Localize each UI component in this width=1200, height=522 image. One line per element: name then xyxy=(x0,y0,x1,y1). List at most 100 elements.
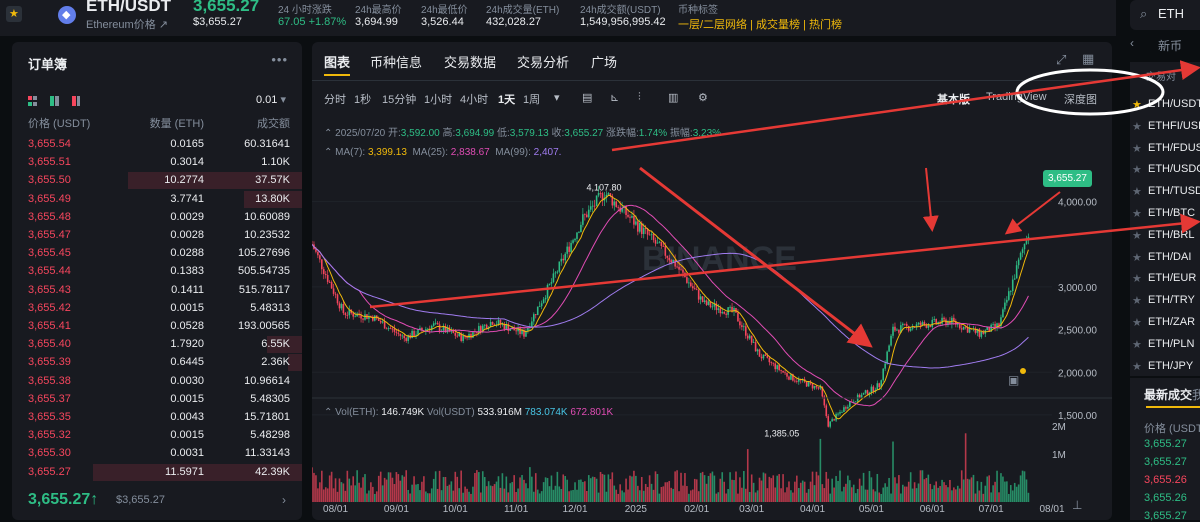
favorite-star-icon[interactable]: ★ xyxy=(1132,295,1142,308)
candle-body xyxy=(746,335,749,339)
more-options-icon[interactable]: ••• xyxy=(271,52,288,67)
price-chart[interactable]: BINANCE 4,107.801,385.05 4,000.003,000.0… xyxy=(312,112,1112,520)
favorite-star-icon[interactable]: ★ xyxy=(1132,142,1142,155)
ask-row[interactable]: 3,655.45 0.0288 105.27696 xyxy=(12,245,302,262)
favorite-star-icon[interactable]: ★ xyxy=(1132,208,1142,220)
volume-bar xyxy=(943,482,945,502)
favorite-star-icon[interactable]: ★ xyxy=(1132,120,1142,133)
candle-body xyxy=(915,324,918,328)
tab-scroll-left-icon[interactable]: ‹ xyxy=(1130,36,1134,50)
ask-row[interactable]: 3,655.40 1.7920 6.55K xyxy=(12,336,302,354)
chart-type-icon[interactable]: ⫶ xyxy=(638,91,641,103)
alert-icon[interactable]: ▣ xyxy=(1008,373,1020,387)
depth-bar xyxy=(128,172,302,190)
ask-row[interactable]: 3,655.38 0.0030 10.96614 xyxy=(12,373,302,390)
candle-settings-icon[interactable]: ▤ xyxy=(582,92,593,104)
view-both-icon[interactable] xyxy=(28,96,80,109)
favorite-star-icon[interactable]: ★ xyxy=(1132,186,1142,199)
tf-1d[interactable]: 1天 xyxy=(498,94,516,106)
settings-gear-icon[interactable]: ⚙ xyxy=(698,92,708,104)
ask-row[interactable]: 3,655.30 0.0031 11.33143 xyxy=(12,445,302,462)
tab-trade-analysis[interactable]: 交易分析 xyxy=(517,55,570,70)
fullscreen-icon[interactable]: ⤢ xyxy=(1056,52,1067,67)
chevron-right-icon[interactable]: › xyxy=(282,493,286,507)
scale-icon[interactable]: ⊥ xyxy=(1072,498,1083,512)
ask-row[interactable]: 3,655.43 0.1411 515.78117 xyxy=(12,282,302,299)
tf-time[interactable]: 分时 xyxy=(324,94,346,106)
ask-row[interactable]: 3,655.32 0.0015 5.48298 xyxy=(12,427,302,444)
favorite-star-icon[interactable]: ★ xyxy=(1132,317,1142,329)
ask-row[interactable]: 3,655.37 0.0015 5.48305 xyxy=(12,391,302,408)
candle-body xyxy=(554,272,557,274)
favorite-star-icon[interactable] xyxy=(6,6,22,22)
tf-1s[interactable]: 1秒 xyxy=(354,94,372,106)
volume-bar xyxy=(760,480,763,502)
coin-tags[interactable]: 一层/二层网络 | 成交量榜 | 热门榜 xyxy=(678,19,843,31)
volume-bar xyxy=(797,488,800,502)
pair-title[interactable]: ETH/USDT xyxy=(86,0,171,15)
volume-bar xyxy=(986,476,989,502)
ask-price: 3,655.35 xyxy=(28,411,71,423)
volume-bar xyxy=(493,484,496,502)
tab-square[interactable]: 广场 xyxy=(591,55,618,70)
ask-row[interactable]: 3,655.47 0.0028 10.23532 xyxy=(12,227,302,244)
layout-grid-icon[interactable]: ▦ xyxy=(1082,51,1095,66)
ask-row[interactable]: 3,655.42 0.0015 5.48313 xyxy=(12,300,302,317)
tf-4h[interactable]: 4小时 xyxy=(460,94,489,106)
search-input[interactable]: ETH xyxy=(1158,6,1184,21)
volume-bar xyxy=(951,490,953,502)
coin-subtitle[interactable]: Ethereum价格 ↗ xyxy=(86,19,168,31)
volume-bar xyxy=(1019,475,1022,502)
view-tradingview[interactable]: TradingView xyxy=(986,91,1047,103)
candle-body xyxy=(531,321,533,328)
favorite-star-icon[interactable]: ★ xyxy=(1132,273,1142,286)
ask-row[interactable]: 3,655.54 0.0165 60.31641 xyxy=(12,136,302,153)
volume-bar xyxy=(593,477,596,502)
favorite-star-icon[interactable]: ★ xyxy=(1132,164,1142,177)
volume-bar xyxy=(764,473,767,502)
tf-1w[interactable]: 1周 xyxy=(523,94,541,106)
favorite-star-icon[interactable]: ★ xyxy=(1132,99,1142,111)
candle-body xyxy=(837,413,839,415)
tab-trading-data[interactable]: 交易数据 xyxy=(444,55,497,70)
volume-bar xyxy=(1013,482,1016,502)
volume-bar xyxy=(976,481,979,502)
ask-row[interactable]: 3,655.27 11.5971 42.39K xyxy=(12,463,302,481)
ask-row[interactable]: 3,655.48 0.0029 10.60089 xyxy=(12,209,302,226)
tf-15m[interactable]: 15分钟 xyxy=(382,94,417,106)
candle-body xyxy=(705,300,708,305)
tf-1h[interactable]: 1小时 xyxy=(424,94,453,106)
ask-row[interactable]: 3,655.50 10.2774 37.57K xyxy=(12,172,302,190)
ask-row[interactable]: 3,655.35 0.0043 15.71801 xyxy=(12,409,302,426)
tab-new-coins[interactable]: 新币 xyxy=(1158,39,1183,53)
favorite-star-icon[interactable]: ★ xyxy=(1132,229,1142,242)
volume-bar xyxy=(996,470,998,502)
volume-bar xyxy=(499,487,502,502)
indicator-icon[interactable]: ⊾ xyxy=(610,92,620,104)
volume-bar xyxy=(521,475,523,502)
volume-bar xyxy=(601,473,604,502)
ask-row[interactable]: 3,655.44 0.1383 505.54735 xyxy=(12,263,302,280)
candle-body xyxy=(582,214,584,225)
favorite-star-icon[interactable]: ★ xyxy=(1132,251,1142,264)
volume-bar xyxy=(902,484,904,502)
chevron-down-icon[interactable]: ▾ xyxy=(554,92,560,104)
ask-row[interactable]: 3,655.39 0.6445 2.36K xyxy=(12,354,302,372)
precision-select[interactable]: 0.01 ▾ xyxy=(255,94,286,106)
view-depth[interactable]: 深度图 xyxy=(1064,94,1097,106)
ask-row[interactable]: 3,655.51 0.3014 1.10K xyxy=(12,154,302,171)
favorite-star-icon[interactable]: ★ xyxy=(1132,360,1142,373)
tab-chart[interactable]: 图表 xyxy=(324,55,351,70)
drawing-icon[interactable]: ▥ xyxy=(668,92,679,104)
x-tick-label: 09/01 xyxy=(384,504,409,515)
ask-row[interactable]: 3,655.49 3.7741 13.80K xyxy=(12,190,302,208)
volume-bar xyxy=(517,488,519,502)
favorite-star-icon[interactable]: ★ xyxy=(1132,338,1142,351)
tab-coin-info[interactable]: 币种信息 xyxy=(370,55,423,70)
volume-bar xyxy=(489,485,492,502)
view-basic[interactable]: 基本版 xyxy=(937,94,970,106)
pair-search[interactable]: ⌕ ETH xyxy=(1130,0,1200,30)
candle-body xyxy=(478,326,480,334)
trades-tab-next[interactable]: 我 xyxy=(1192,388,1200,402)
ask-row[interactable]: 3,655.41 0.0528 193.00565 xyxy=(12,318,302,335)
